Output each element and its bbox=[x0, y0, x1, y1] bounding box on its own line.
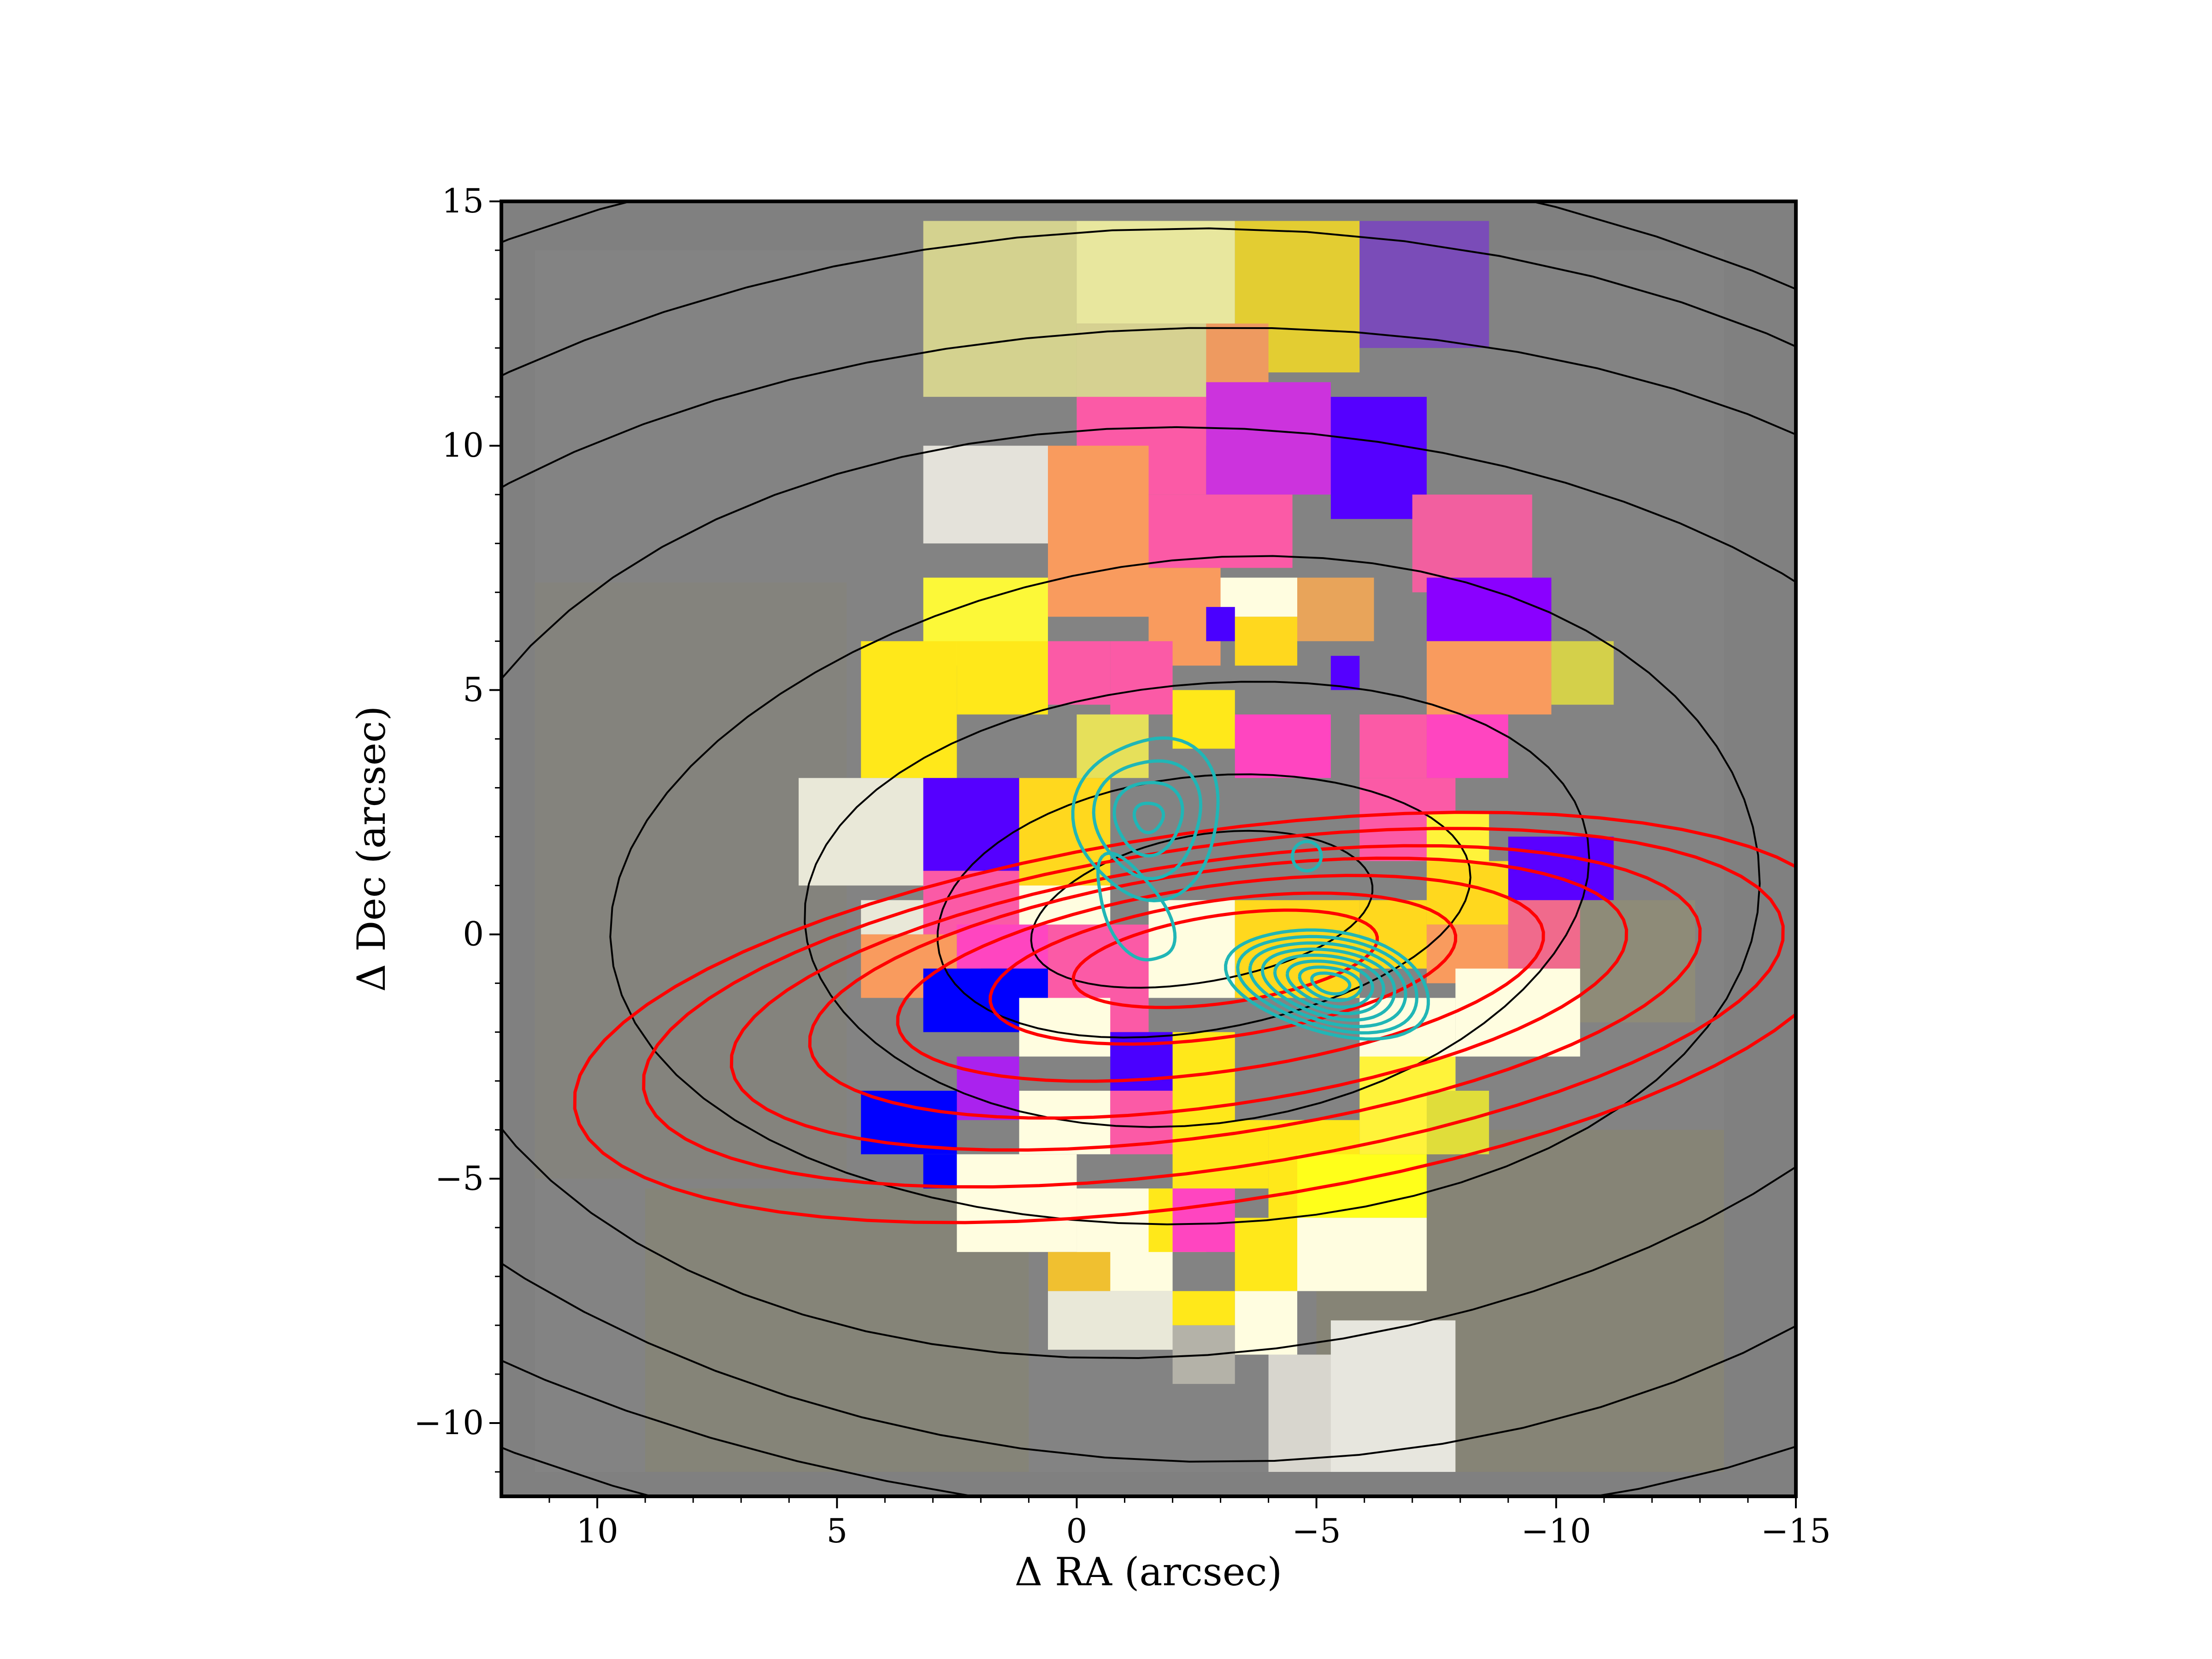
plot-frame bbox=[500, 200, 1798, 1498]
x-axis-label: Δ RA (arcsec) bbox=[1015, 1549, 1282, 1594]
black-contour bbox=[609, 555, 1761, 1225]
heatmap-cell bbox=[1297, 1218, 1427, 1291]
y-tick-label: 5 bbox=[463, 670, 484, 709]
red-contour bbox=[808, 856, 1628, 1120]
cyan-contour bbox=[1285, 959, 1374, 1009]
heatmap-cell bbox=[1077, 221, 1235, 324]
heatmap-cell bbox=[861, 641, 957, 778]
heatmap-cell bbox=[1551, 641, 1614, 705]
heatmap-cell bbox=[1019, 1090, 1111, 1154]
cyan-contour bbox=[1298, 965, 1363, 1002]
heatmap-cell bbox=[923, 1154, 957, 1188]
heatmap-cell bbox=[1206, 382, 1331, 495]
red-contour-layer bbox=[573, 811, 1796, 1224]
background-region bbox=[535, 582, 847, 1179]
heatmap-cell bbox=[799, 778, 924, 886]
y-tick-label: 15 bbox=[441, 182, 484, 220]
cyan-contour bbox=[1260, 947, 1396, 1022]
heatmap-cell bbox=[1235, 617, 1298, 666]
cyan-contour bbox=[1071, 736, 1220, 903]
cyan-contour bbox=[1236, 935, 1418, 1035]
heatmap-cell bbox=[1172, 1291, 1235, 1325]
heatmap-cell bbox=[957, 641, 1048, 715]
x-tick-label: 5 bbox=[826, 1512, 847, 1550]
heatmap-cell bbox=[1048, 641, 1111, 705]
black-contour-layer bbox=[501, 201, 1796, 1496]
y-tick-label: 0 bbox=[463, 915, 484, 953]
heatmap-cell bbox=[1206, 607, 1235, 641]
heatmap-cell bbox=[1426, 577, 1552, 641]
red-contour bbox=[573, 811, 1796, 1224]
cyan-contour bbox=[1096, 852, 1177, 962]
heatmap-cell bbox=[1330, 1320, 1456, 1472]
cyan-contour bbox=[1310, 971, 1352, 996]
y-axis-label: Δ Dec (arcsec) bbox=[349, 706, 394, 992]
heatmap-cell bbox=[1426, 812, 1489, 861]
cyan-contour bbox=[1132, 801, 1165, 835]
heatmap-cell bbox=[1172, 1188, 1235, 1252]
cyan-contour bbox=[1248, 941, 1407, 1029]
heatmap-cell bbox=[1330, 397, 1427, 519]
heatmap-cell bbox=[957, 1056, 1019, 1120]
heatmap-cell bbox=[1235, 714, 1331, 778]
heatmap-cell bbox=[1297, 1154, 1427, 1218]
x-tick-label: −5 bbox=[1292, 1512, 1341, 1550]
heatmap-cell bbox=[923, 778, 1019, 871]
cyan-contour bbox=[1224, 928, 1430, 1041]
cyan-contour bbox=[1273, 953, 1385, 1016]
red-contour bbox=[729, 844, 1702, 1152]
tick-label-layer: 10 5 0 −5 −10 −15 15 10 5 0 −5 −10 bbox=[414, 182, 1831, 1550]
heatmap-cell bbox=[1048, 1291, 1173, 1350]
heatmap-cell bbox=[1455, 968, 1580, 1057]
heatmap-cell bbox=[1048, 1252, 1111, 1291]
cyan-contour bbox=[1112, 781, 1184, 858]
x-tick-label: 10 bbox=[576, 1512, 618, 1550]
heatmap-cell bbox=[1580, 900, 1695, 1023]
y-tick-label: −5 bbox=[435, 1159, 484, 1198]
heatmap-cell bbox=[1412, 494, 1532, 593]
heatmap-cell bbox=[923, 446, 1048, 544]
heatmap-cell bbox=[1235, 1291, 1298, 1355]
x-tick-label: 0 bbox=[1066, 1512, 1088, 1550]
heatmap-cell bbox=[957, 1154, 1077, 1252]
heatmap-cell bbox=[1426, 714, 1508, 778]
x-tick-label: −10 bbox=[1521, 1512, 1591, 1550]
red-contour bbox=[642, 827, 1785, 1189]
black-contour bbox=[501, 426, 1796, 1359]
cyan-contour-layer bbox=[1071, 736, 1430, 1041]
black-contour bbox=[501, 327, 1796, 1463]
heatmap-cell bbox=[1359, 714, 1427, 778]
tick-layer bbox=[489, 200, 1797, 1508]
x-tick-label: −15 bbox=[1761, 1512, 1831, 1550]
heatmap-cell bbox=[1110, 641, 1173, 715]
cyan-contour bbox=[1092, 759, 1203, 881]
black-contour bbox=[804, 681, 1590, 1128]
heatmap-cell bbox=[1426, 641, 1552, 715]
red-contour bbox=[896, 874, 1545, 1083]
heatmap-cell bbox=[1297, 577, 1374, 641]
y-tick-label: −10 bbox=[414, 1403, 484, 1442]
heatmap-cell bbox=[957, 924, 1048, 969]
heatmap-cell bbox=[1359, 221, 1489, 348]
y-tick-label: 10 bbox=[441, 426, 484, 465]
heatmap-cell bbox=[1330, 656, 1360, 690]
red-contour bbox=[1071, 908, 1379, 1009]
cyan-contour bbox=[1291, 840, 1323, 873]
heatmap-cell bbox=[1235, 1218, 1298, 1291]
heatmap-cell bbox=[1048, 446, 1149, 617]
heatmap-cell bbox=[1077, 714, 1149, 778]
heatmap-cell bbox=[923, 221, 1077, 397]
black-contour bbox=[936, 773, 1471, 1039]
heatmap-cell bbox=[1172, 690, 1235, 749]
red-contour bbox=[988, 891, 1458, 1046]
